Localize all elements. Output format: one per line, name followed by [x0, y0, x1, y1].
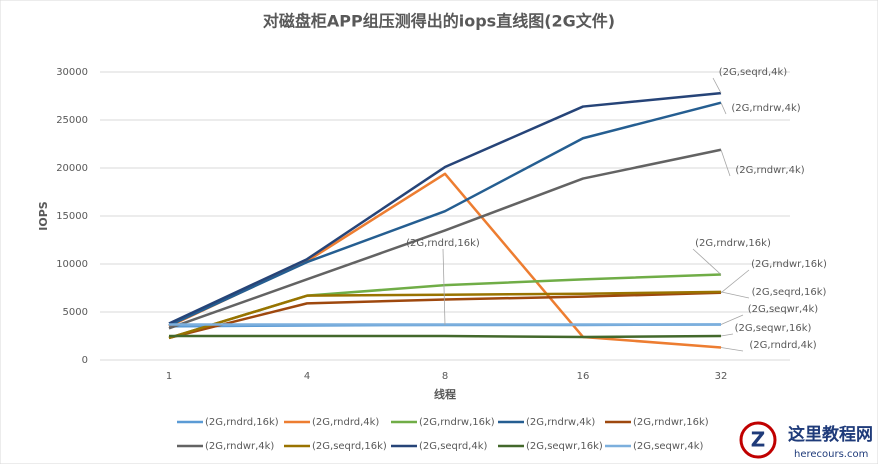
callout-leader — [720, 347, 744, 352]
callout-label: (2G,rndwr,16k) — [751, 259, 827, 270]
legend-label: (2G,seqwr,4k) — [633, 441, 704, 452]
watermark-url: herecours.com — [794, 449, 868, 460]
chart-title: 对磁盘柜APP组压测得出的iops直线图(2G文件) — [263, 12, 615, 31]
series-line — [168, 290, 722, 340]
y-axis-title: IOPS — [37, 201, 50, 231]
series-line — [168, 148, 722, 330]
y-tick-label: 25000 — [56, 115, 88, 126]
callout-label: (2G,seqrd,16k) — [752, 287, 827, 298]
watermark-name: 这里教程网 — [788, 424, 873, 445]
callout-leader — [712, 77, 722, 94]
legend-label: (2G,rndrd,16k) — [205, 417, 279, 428]
callout-leader — [720, 333, 734, 337]
x-tick-label: 16 — [577, 371, 590, 382]
logo-ring — [739, 421, 777, 459]
series-line — [169, 334, 722, 339]
logo-letter: Z — [751, 428, 766, 452]
series-line — [168, 291, 722, 340]
callout-label: (2G,seqwr,16k) — [735, 323, 812, 334]
callout-leader — [720, 102, 727, 115]
callout-leader — [720, 269, 750, 294]
x-tick-label: 8 — [442, 371, 448, 382]
watermark: Z 这里教程网 herecours.com — [739, 421, 873, 460]
x-tick-label: 1 — [166, 371, 172, 382]
series-line — [168, 101, 722, 327]
y-tick-label: 5000 — [63, 307, 88, 318]
callout-leader — [720, 314, 744, 325]
y-tick-label: 20000 — [56, 163, 88, 174]
callout-label: (2G,seqrd,4k) — [719, 67, 788, 78]
callout-label: (2G,rndrw,4k) — [731, 103, 800, 114]
legend-label: (2G,rndrd,4k) — [312, 417, 379, 428]
callout-label: (2G,rndwr,4k) — [735, 165, 804, 176]
y-tick-label: 0 — [82, 355, 88, 366]
callout-label: (2G,rndrd,16k) — [406, 238, 480, 249]
y-tick-label: 30000 — [56, 67, 88, 78]
legend-label: (2G,rndrw,4k) — [526, 417, 595, 428]
x-tick-label: 4 — [304, 371, 310, 382]
legend-label: (2G,seqwr,16k) — [526, 441, 603, 452]
legend-label: (2G,rndrw,16k) — [419, 417, 495, 428]
legend-label: (2G,seqrd,16k) — [312, 441, 387, 452]
legend-label: (2G,rndwr,16k) — [633, 417, 709, 428]
y-tick-label: 10000 — [56, 259, 88, 270]
y-tick-label: 15000 — [56, 211, 88, 222]
x-tick-label: 32 — [715, 371, 728, 382]
legend-label: (2G,seqrd,4k) — [419, 441, 488, 452]
callout-label: (2G,rndrw,16k) — [695, 238, 771, 249]
callout-leader — [720, 149, 731, 177]
callout-leader — [442, 248, 446, 325]
callout-leader — [720, 291, 750, 299]
series-line — [168, 91, 722, 325]
callout-label: (2G,seqwr,4k) — [748, 304, 819, 315]
x-axis-title: 线程 — [434, 387, 456, 401]
callout-leader — [692, 248, 722, 275]
legend-label: (2G,rndwr,4k) — [205, 441, 274, 452]
callout-label: (2G,rndrd,4k) — [749, 340, 816, 351]
